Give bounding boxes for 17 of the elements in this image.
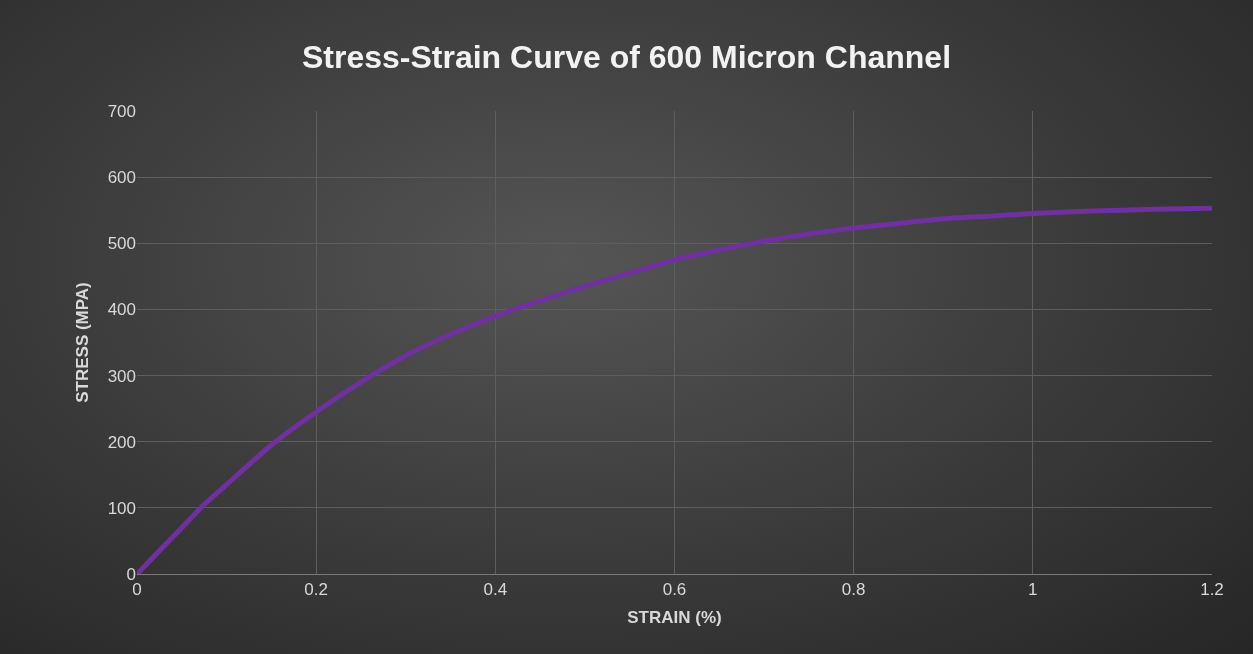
chart-title: Stress-Strain Curve of 600 Micron Channel	[301, 39, 952, 76]
y-tick-label: 600	[107, 168, 136, 188]
y-tick-label: 0	[126, 564, 136, 584]
x-tick-label: 1.2	[1200, 580, 1224, 600]
y-axis-title: STRESS (MPA)	[73, 282, 93, 403]
x-tick-label: 0.6	[662, 580, 687, 600]
y-tick-label: 300	[107, 366, 136, 386]
y-tick-label: 100	[107, 498, 136, 518]
x-tick-label: 0.4	[483, 580, 508, 600]
y-tick-label: 400	[107, 300, 136, 320]
x-axis-title: STRAIN (%)	[627, 607, 722, 627]
x-tick-label: 0.8	[841, 580, 866, 600]
y-tick-label: 200	[107, 432, 136, 452]
x-tick-label: 0.2	[304, 580, 328, 600]
y-tick-label: 500	[107, 234, 136, 254]
x-tick-label: 1	[1028, 580, 1038, 600]
y-tick-label: 700	[107, 101, 136, 121]
